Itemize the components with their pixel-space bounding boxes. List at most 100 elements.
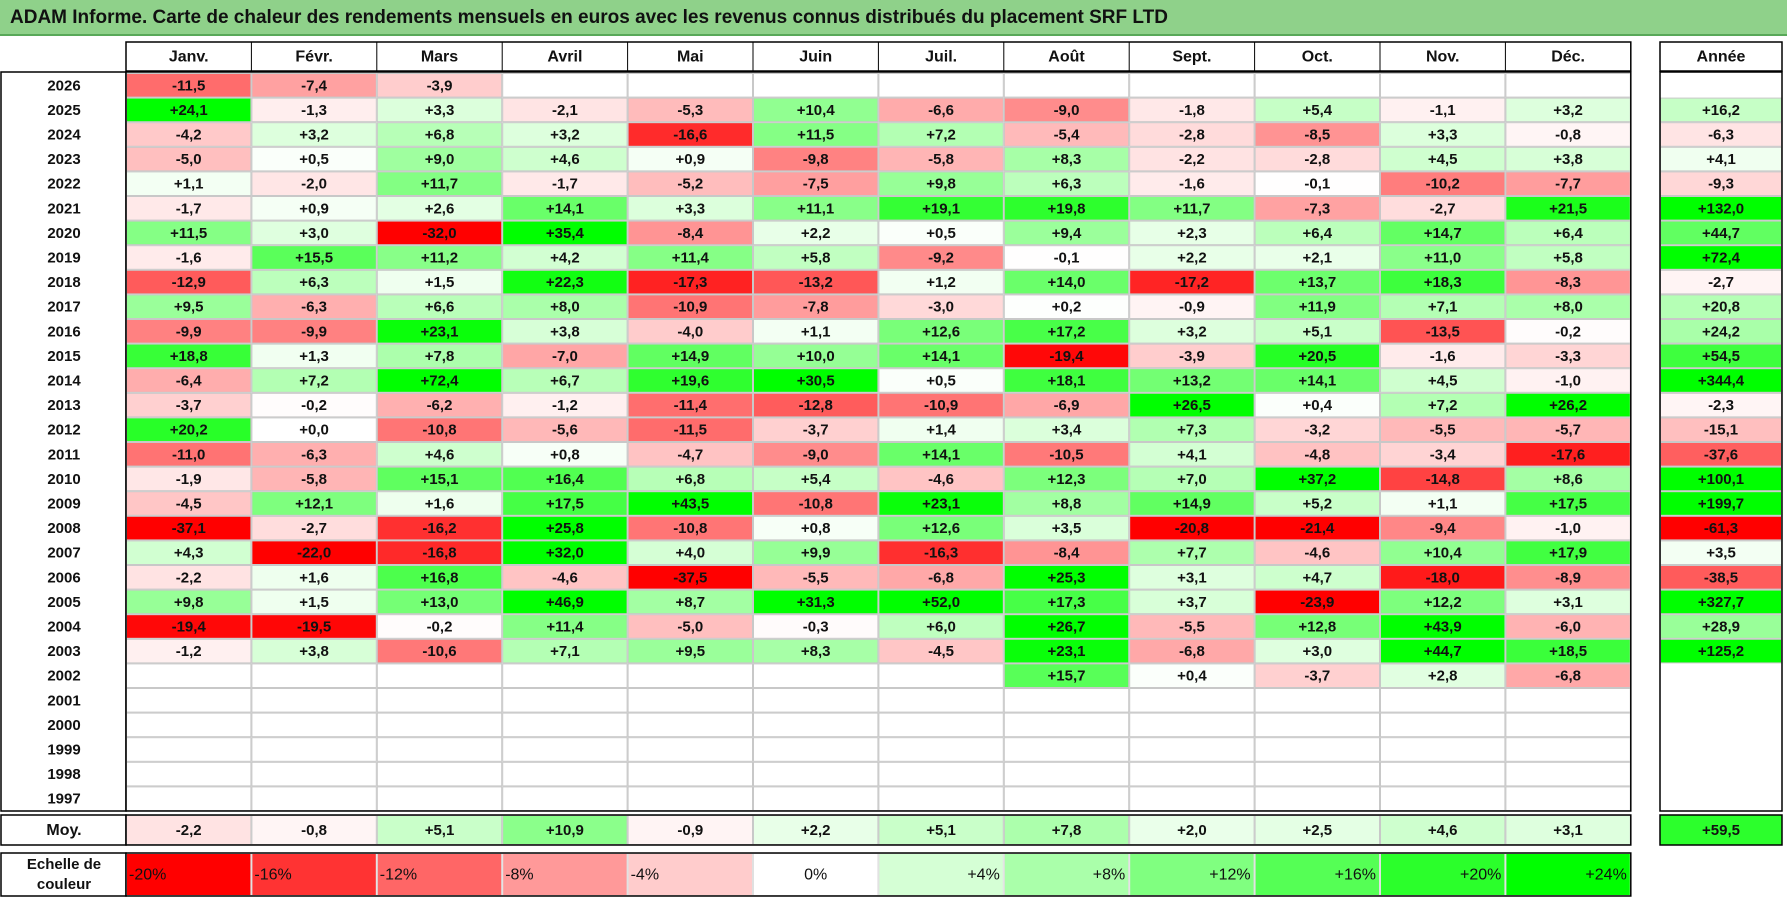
- heatmap-cell: [1380, 737, 1506, 762]
- scale-stop-label: +20%: [1460, 867, 1501, 884]
- year-label: 2008: [47, 520, 80, 537]
- cell-value: -37,1: [172, 520, 206, 537]
- cell-value: +12,2: [1424, 594, 1462, 611]
- cell-value: +0,4: [1302, 397, 1332, 414]
- heatmap-cell: [1254, 122, 1380, 147]
- annual-value: +4,1: [1706, 151, 1736, 168]
- heatmap-cell: [1380, 688, 1506, 713]
- heatmap-cell: [753, 368, 879, 393]
- cell-value: -1,0: [1555, 520, 1581, 537]
- heatmap-cell: [878, 417, 1004, 442]
- cell-value: -2,0: [301, 176, 327, 193]
- heatmap-cell: [502, 343, 628, 369]
- heatmap-cell: [126, 786, 252, 812]
- cell-value: +15,5: [295, 249, 333, 266]
- cell-value: +2,1: [1302, 249, 1332, 266]
- heatmap-cell: [878, 368, 1004, 393]
- cell-value: +37,2: [1298, 471, 1336, 488]
- heatmap-cell: [502, 540, 628, 566]
- scale-frame: [125, 852, 1632, 897]
- cell-value: -0,3: [803, 618, 829, 635]
- year-label: 1998: [47, 766, 80, 783]
- heatmap-cell: [1380, 73, 1506, 98]
- year-label: 2001: [47, 692, 80, 709]
- heatmap-cell: [251, 589, 377, 615]
- year-label: 2012: [47, 422, 80, 439]
- heatmap-cell: [627, 614, 753, 639]
- average-cell: [753, 815, 879, 845]
- heatmap-cell: [376, 220, 503, 246]
- cell-value: -9,8: [803, 151, 829, 168]
- cell-value: +14,1: [1298, 372, 1336, 389]
- heatmap-cell: [1254, 466, 1380, 492]
- heatmap-cell: [878, 319, 1004, 344]
- heatmap-cell: [1254, 392, 1380, 418]
- cell-value: -10,8: [799, 495, 833, 512]
- cell-value: +9,0: [425, 151, 455, 168]
- heatmap-cell: [251, 171, 377, 196]
- heatmap-cell: [627, 97, 753, 123]
- cell-value: -16,8: [422, 545, 456, 562]
- heatmap-cell: [1380, 196, 1506, 221]
- heatmap-cell: [1129, 171, 1255, 196]
- heatmap-cell: [1254, 196, 1380, 221]
- cell-value: +3,4: [1052, 422, 1082, 439]
- cell-value: +31,3: [797, 594, 835, 611]
- cell-value: -3,7: [176, 397, 202, 414]
- scale-label: Echelle de: [27, 856, 101, 873]
- average-value: +2,2: [801, 822, 831, 839]
- average-value: -0,9: [677, 822, 703, 839]
- scale-stop-label: +12%: [1209, 867, 1250, 884]
- heatmap-cell: [1380, 614, 1506, 639]
- heatmap-cell: [126, 761, 252, 787]
- month-header: Juil.: [925, 49, 957, 66]
- heatmap-cell: [251, 368, 377, 393]
- annual-value: +16,2: [1702, 102, 1740, 119]
- annual-value: +44,7: [1702, 225, 1740, 242]
- heatmap-cell: [1003, 73, 1130, 98]
- heatmap-cell: [1505, 737, 1631, 762]
- cell-value: +9,8: [926, 176, 956, 193]
- cell-value: -17,6: [1551, 446, 1585, 463]
- cell-value: +12,1: [295, 495, 333, 512]
- heatmap-cell: [251, 343, 377, 369]
- heatmap-cell: [251, 319, 377, 344]
- cell-value: +0,8: [550, 446, 580, 463]
- cell-value: +7,0: [1177, 471, 1207, 488]
- heatmap-cell: [1380, 540, 1506, 566]
- cell-value: +7,8: [425, 348, 455, 365]
- heatmap-cell: [502, 515, 628, 541]
- scale-stop-label: -8%: [505, 867, 533, 884]
- heatmap-cell: [627, 442, 753, 467]
- heatmap-cell: [753, 97, 879, 123]
- cell-value: +3,8: [1553, 151, 1583, 168]
- heatmap-cell: [753, 466, 879, 492]
- heatmap-cell: [878, 442, 1004, 467]
- heatmap-cell: [1380, 712, 1506, 738]
- heatmap-cell: [1003, 294, 1130, 319]
- cell-value: -10,9: [673, 299, 707, 316]
- heatmap-cell: [627, 688, 753, 713]
- cell-value: -5,6: [552, 422, 578, 439]
- cell-value: +2,2: [801, 225, 831, 242]
- heatmap-cell: [878, 146, 1004, 172]
- heatmap-cell: [1380, 368, 1506, 393]
- heatmap-cell: [126, 688, 252, 713]
- heatmap-cell: [1380, 442, 1506, 467]
- cell-value: -3,7: [1304, 668, 1330, 685]
- cell-value: +1,3: [299, 348, 329, 365]
- heatmap-cell: [1380, 97, 1506, 123]
- cell-value: +14,1: [546, 200, 584, 217]
- heatmap-cell: [251, 73, 377, 98]
- cell-value: -7,7: [1555, 176, 1581, 193]
- heatmap-cell: [878, 638, 1004, 664]
- heatmap-cell: [627, 417, 753, 442]
- cell-value: +5,8: [1553, 249, 1583, 266]
- year-column-frame: [0, 71, 127, 812]
- heatmap-cell: [502, 737, 628, 762]
- cell-value: +9,4: [1052, 225, 1082, 242]
- cell-value: -22,0: [297, 545, 331, 562]
- heatmap-cell: [878, 491, 1004, 516]
- heatmap-cell: [376, 466, 503, 492]
- heatmap-cell: [376, 442, 503, 467]
